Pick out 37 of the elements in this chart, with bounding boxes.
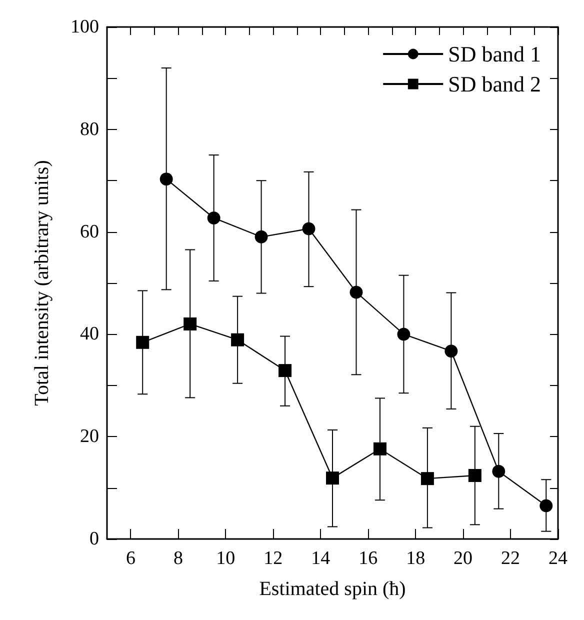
point [420, 472, 434, 486]
x-tick-label: 24 [548, 548, 568, 569]
x-tick-label: 10 [216, 548, 236, 569]
legend-label: SD band 1 [448, 42, 542, 66]
point [350, 286, 363, 299]
x-axis-title: Estimated spin (ħ) [259, 578, 406, 600]
x-tick-label: 20 [454, 548, 473, 569]
x-tick-label: 14 [311, 548, 331, 569]
y-tick-label: 40 [80, 324, 99, 345]
point [184, 317, 197, 330]
y-tick-label: 0 [90, 528, 99, 550]
point [136, 336, 150, 349]
point [326, 472, 339, 485]
x-tick-label: 6 [126, 548, 136, 569]
y-tick-label: 100 [70, 16, 99, 38]
point [397, 328, 410, 341]
x-tick-label: 16 [358, 548, 378, 569]
point [492, 464, 506, 478]
point [373, 442, 386, 456]
point [468, 469, 482, 482]
point [231, 333, 244, 346]
point [207, 211, 220, 224]
legend-label: SD band 2 [448, 72, 542, 96]
y-tick-label: 80 [80, 118, 99, 140]
y-tick-label: 60 [80, 221, 99, 242]
y-tick-label: 20 [80, 426, 99, 448]
point [444, 344, 458, 358]
point [160, 172, 173, 186]
y-axis-title: Total intensity (arbitrary units) [31, 160, 53, 406]
x-tick-label: 18 [406, 548, 426, 569]
point [302, 222, 316, 236]
x-tick-label: 12 [264, 548, 283, 569]
x-tick-label: 22 [501, 548, 520, 569]
point [254, 230, 268, 244]
point [540, 499, 553, 512]
x-tick-label: 8 [173, 548, 183, 569]
point [278, 364, 292, 378]
